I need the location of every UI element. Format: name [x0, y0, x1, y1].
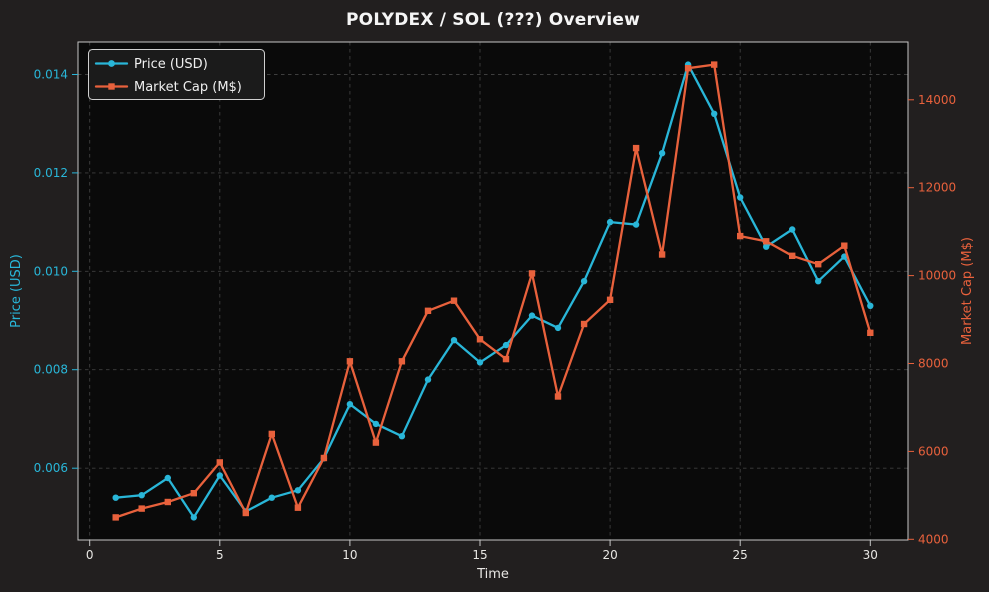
data-point-marker [867, 329, 874, 336]
legend-marker-circle [108, 60, 115, 67]
legend-marker-square [108, 83, 115, 90]
data-point-marker [476, 359, 484, 366]
data-point-marker [294, 487, 302, 494]
legend-box [88, 49, 265, 100]
data-point-marker [815, 278, 822, 285]
data-point-marker [372, 420, 380, 428]
left-axis-label: Price (USD) [9, 254, 24, 328]
right-tick-label: 10000 [918, 269, 956, 283]
data-point-marker [398, 433, 406, 440]
data-point-marker [528, 312, 536, 319]
left-tick-label: 0.006 [34, 461, 68, 475]
data-point-marker [398, 358, 406, 365]
legend-item-price: Price (USD) [134, 57, 208, 72]
x-tick-label: 5 [216, 548, 224, 562]
data-point-marker [632, 144, 640, 152]
data-point-marker [554, 393, 562, 400]
data-point-marker [372, 439, 380, 446]
left-tick-label: 0.010 [34, 264, 68, 278]
data-point-marker [476, 336, 484, 343]
data-point-marker [606, 218, 614, 226]
data-point-marker [580, 278, 588, 285]
axis-ticks: 0 5 10 15 20 25 30 0.006 0.008 0.010 0.012 0.014 400… [34, 68, 957, 563]
data-point-marker [346, 401, 354, 408]
data-point-marker [424, 307, 432, 314]
data-point-marker [502, 341, 510, 349]
data-point-marker [763, 238, 770, 245]
data-point-marker [190, 490, 197, 497]
data-point-marker [841, 242, 848, 249]
right-tick-label: 12000 [918, 181, 956, 195]
data-point-marker [737, 232, 744, 240]
left-tick-label: 0.014 [34, 68, 68, 82]
data-point-marker [190, 514, 197, 521]
plot-border [77, 41, 909, 541]
data-point-marker [346, 358, 354, 365]
data-point-marker [867, 302, 874, 309]
data-point-marker [606, 296, 614, 303]
data-point-marker [424, 376, 432, 383]
x-tick-label: 20 [602, 548, 617, 562]
data-point-marker [164, 498, 171, 506]
data-point-marker [112, 494, 119, 501]
data-point-marker [815, 261, 822, 268]
data-point-marker [138, 505, 145, 512]
data-point-marker [554, 324, 562, 332]
data-point-marker [242, 509, 249, 517]
data-point-marker [789, 252, 796, 259]
data-point-marker [138, 492, 145, 499]
data-point-marker [164, 474, 171, 482]
data-point-marker [711, 61, 718, 68]
data-point-marker [502, 355, 510, 363]
data-point-marker [528, 270, 536, 277]
right-tick-label: 4000 [918, 532, 949, 546]
plot-area [78, 42, 908, 540]
x-tick-label: 10 [342, 548, 357, 562]
x-tick-label: 30 [863, 548, 878, 562]
left-tick-label: 0.012 [34, 166, 68, 180]
right-tick-label: 14000 [918, 93, 956, 107]
data-point-marker [450, 337, 458, 344]
right-tick-label: 6000 [918, 444, 949, 458]
data-point-marker [632, 221, 640, 228]
data-point-marker [763, 243, 770, 250]
x-tick-label: 15 [472, 548, 487, 562]
gridlines [78, 42, 908, 540]
data-point-marker [216, 472, 223, 479]
legend-swatches [94, 60, 129, 90]
data-point-marker [658, 251, 666, 258]
data-point-marker [216, 459, 223, 466]
data-point-marker [320, 454, 328, 462]
data-point-marker [580, 320, 588, 328]
data-point-marker [450, 297, 458, 304]
data-point-marker [737, 194, 744, 201]
right-tick-label: 8000 [918, 357, 949, 371]
right-axis-label: Market Cap (M$) [960, 237, 975, 345]
left-tick-label: 0.008 [34, 363, 68, 377]
data-point-marker [268, 430, 275, 438]
legend-item-marketcap: Market Cap (M$) [134, 80, 242, 95]
series-line-1 [114, 63, 872, 519]
data-point-marker [658, 150, 666, 157]
data-point-marker [294, 504, 302, 511]
data-point-marker [112, 514, 119, 521]
x-tick-label: 25 [733, 548, 748, 562]
data-point-marker [711, 110, 718, 118]
data-point-marker [268, 494, 275, 501]
x-axis-label: Time [476, 567, 509, 582]
chart-title: POLYDEX / SOL (???) Overview [346, 10, 640, 30]
data-point-marker [684, 65, 692, 72]
x-tick-label: 0 [86, 548, 94, 562]
data-series [112, 61, 874, 521]
legend: Price (USD) Market Cap (M$) [88, 49, 265, 100]
data-point-marker [789, 226, 796, 233]
